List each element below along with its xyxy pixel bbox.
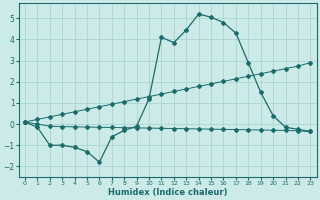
X-axis label: Humidex (Indice chaleur): Humidex (Indice chaleur): [108, 188, 228, 197]
